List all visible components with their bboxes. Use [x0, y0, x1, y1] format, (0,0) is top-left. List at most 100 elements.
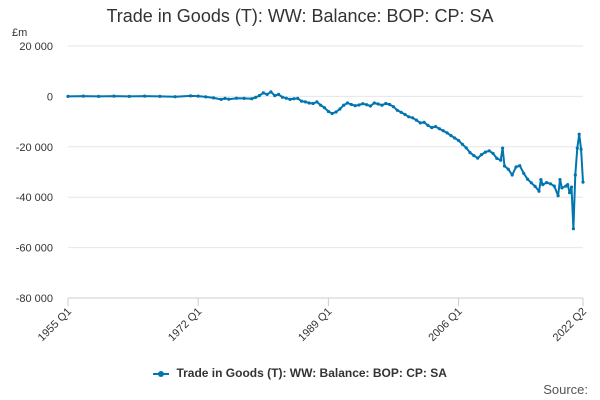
- data-point[interactable]: [81, 94, 85, 98]
- data-point[interactable]: [368, 104, 373, 108]
- data-point[interactable]: [556, 194, 560, 198]
- data-point[interactable]: [296, 96, 300, 100]
- data-point[interactable]: [261, 91, 265, 95]
- data-point[interactable]: [560, 186, 564, 190]
- data-point[interactable]: [300, 99, 304, 103]
- data-point[interactable]: [468, 151, 472, 155]
- data-point[interactable]: [395, 108, 399, 112]
- data-point[interactable]: [407, 115, 411, 119]
- data-point[interactable]: [441, 129, 445, 133]
- data-point[interactable]: [506, 167, 510, 171]
- data-point[interactable]: [514, 165, 518, 169]
- data-point[interactable]: [579, 147, 583, 151]
- data-point[interactable]: [502, 164, 507, 168]
- data-point[interactable]: [457, 138, 461, 143]
- data-point[interactable]: [414, 118, 418, 122]
- data-point[interactable]: [372, 101, 376, 105]
- data-point[interactable]: [365, 103, 369, 107]
- data-point[interactable]: [357, 103, 361, 107]
- data-point[interactable]: [273, 94, 277, 98]
- data-point[interactable]: [376, 102, 380, 106]
- data-point[interactable]: [242, 96, 246, 100]
- data-point[interactable]: [568, 191, 572, 195]
- data-point[interactable]: [227, 97, 231, 101]
- data-point[interactable]: [380, 103, 384, 107]
- data-point[interactable]: [204, 95, 208, 99]
- data-point[interactable]: [250, 97, 254, 101]
- data-point[interactable]: [495, 156, 499, 160]
- data-point[interactable]: [269, 90, 273, 94]
- data-point[interactable]: [173, 95, 177, 99]
- data-point[interactable]: [453, 136, 457, 140]
- data-point[interactable]: [426, 123, 430, 127]
- data-point[interactable]: [322, 106, 327, 110]
- data-point[interactable]: [388, 102, 392, 107]
- data-point[interactable]: [284, 96, 288, 100]
- data-point[interactable]: [487, 149, 491, 153]
- data-point[interactable]: [234, 96, 239, 100]
- data-point[interactable]: [445, 131, 449, 135]
- data-point[interactable]: [539, 178, 543, 182]
- data-point[interactable]: [545, 181, 549, 185]
- data-point[interactable]: [66, 94, 70, 98]
- data-point[interactable]: [196, 94, 200, 98]
- data-point[interactable]: [338, 107, 342, 111]
- data-point[interactable]: [573, 173, 577, 177]
- data-point[interactable]: [533, 184, 537, 188]
- data-point[interactable]: [188, 94, 193, 98]
- data-point[interactable]: [311, 101, 315, 106]
- data-point[interactable]: [399, 110, 403, 114]
- data-point[interactable]: [434, 125, 438, 129]
- data-point[interactable]: [522, 171, 526, 175]
- data-point[interactable]: [319, 103, 323, 107]
- data-point[interactable]: [571, 227, 576, 231]
- data-point[interactable]: [569, 185, 574, 189]
- data-point[interactable]: [391, 105, 396, 109]
- data-point[interactable]: [345, 101, 350, 105]
- data-point[interactable]: [491, 151, 495, 155]
- data-point[interactable]: [437, 127, 441, 131]
- legend[interactable]: Trade in Goods (T): WW: Balance: BOP: CP…: [0, 366, 600, 380]
- data-point[interactable]: [541, 183, 545, 187]
- data-point[interactable]: [112, 94, 116, 98]
- data-point[interactable]: [288, 97, 292, 101]
- data-point[interactable]: [566, 183, 570, 187]
- data-point[interactable]: [307, 101, 311, 105]
- data-point[interactable]: [537, 189, 541, 193]
- data-point[interactable]: [418, 121, 422, 125]
- data-point[interactable]: [219, 97, 223, 101]
- data-point[interactable]: [265, 92, 269, 96]
- data-point[interactable]: [361, 102, 365, 106]
- data-point[interactable]: [280, 95, 284, 99]
- data-point[interactable]: [499, 158, 503, 162]
- data-point[interactable]: [575, 146, 579, 150]
- data-point[interactable]: [548, 182, 553, 186]
- data-point[interactable]: [158, 94, 162, 98]
- data-point[interactable]: [449, 133, 453, 138]
- data-point[interactable]: [476, 156, 480, 160]
- data-point[interactable]: [411, 116, 415, 120]
- data-point[interactable]: [472, 154, 476, 158]
- data-point[interactable]: [529, 181, 533, 185]
- data-point[interactable]: [581, 180, 585, 184]
- data-point[interactable]: [292, 97, 296, 101]
- data-point[interactable]: [501, 146, 505, 150]
- data-point[interactable]: [342, 103, 346, 107]
- data-point[interactable]: [223, 96, 227, 100]
- data-point[interactable]: [277, 92, 281, 96]
- data-point[interactable]: [558, 178, 562, 182]
- data-point[interactable]: [315, 100, 319, 104]
- data-point[interactable]: [97, 94, 101, 98]
- data-point[interactable]: [518, 164, 522, 168]
- data-point[interactable]: [577, 132, 581, 136]
- data-point[interactable]: [257, 94, 261, 98]
- data-point[interactable]: [326, 109, 330, 114]
- data-point[interactable]: [334, 110, 338, 114]
- data-point[interactable]: [143, 94, 147, 98]
- data-point[interactable]: [464, 146, 468, 150]
- data-point[interactable]: [330, 111, 334, 116]
- data-point[interactable]: [211, 96, 216, 100]
- data-point[interactable]: [384, 101, 388, 106]
- data-point[interactable]: [483, 150, 487, 154]
- data-point[interactable]: [430, 126, 434, 130]
